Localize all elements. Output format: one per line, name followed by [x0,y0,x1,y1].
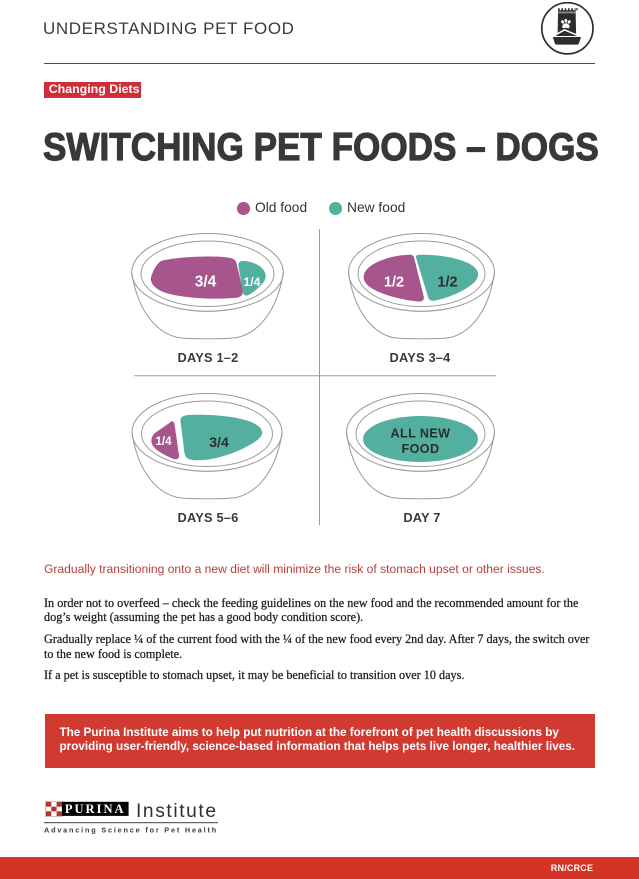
svg-text:3/4: 3/4 [195,274,217,291]
svg-text:1/4: 1/4 [244,275,261,289]
svg-text:Advancing Science for Pet Heal: Advancing Science for Pet Health [44,826,218,835]
svg-text:ALL NEW: ALL NEW [391,427,451,441]
svg-text:1/2: 1/2 [384,275,404,291]
svg-text:FOOD: FOOD [402,442,440,456]
svg-text:1/2: 1/2 [437,275,457,291]
svg-text:Institute: Institute [136,801,218,822]
svg-text:1/4: 1/4 [156,436,173,448]
svg-text:3/4: 3/4 [209,434,229,450]
svg-text:PURINA: PURINA [65,802,126,816]
